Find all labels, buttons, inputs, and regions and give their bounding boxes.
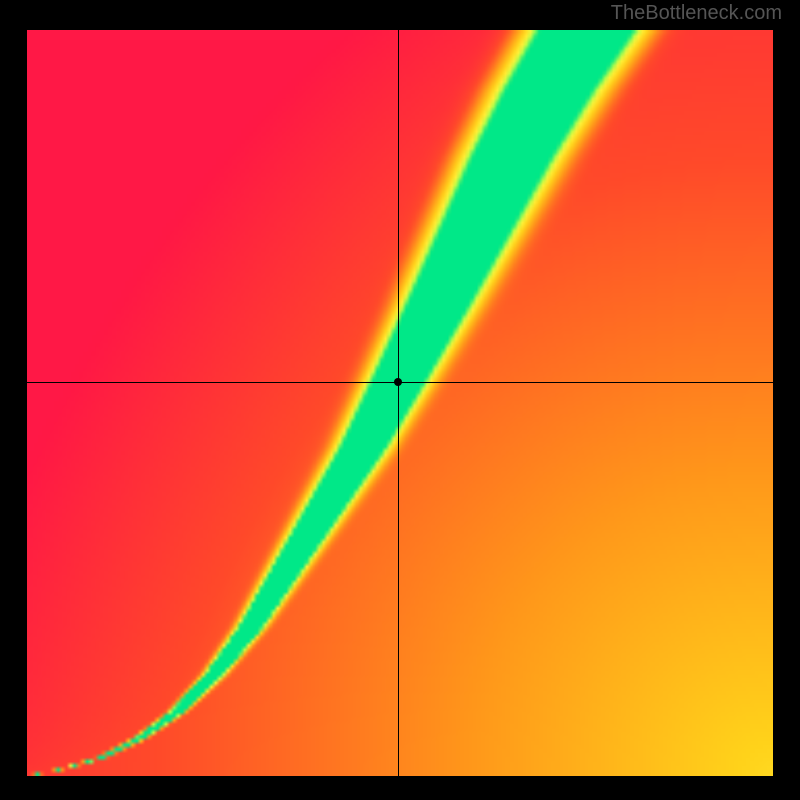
crosshair-vertical — [398, 30, 399, 776]
heatmap-plot — [27, 30, 773, 776]
crosshair-marker — [394, 378, 402, 386]
watermark-text: TheBottleneck.com — [611, 2, 782, 25]
heatmap-canvas — [27, 30, 773, 776]
